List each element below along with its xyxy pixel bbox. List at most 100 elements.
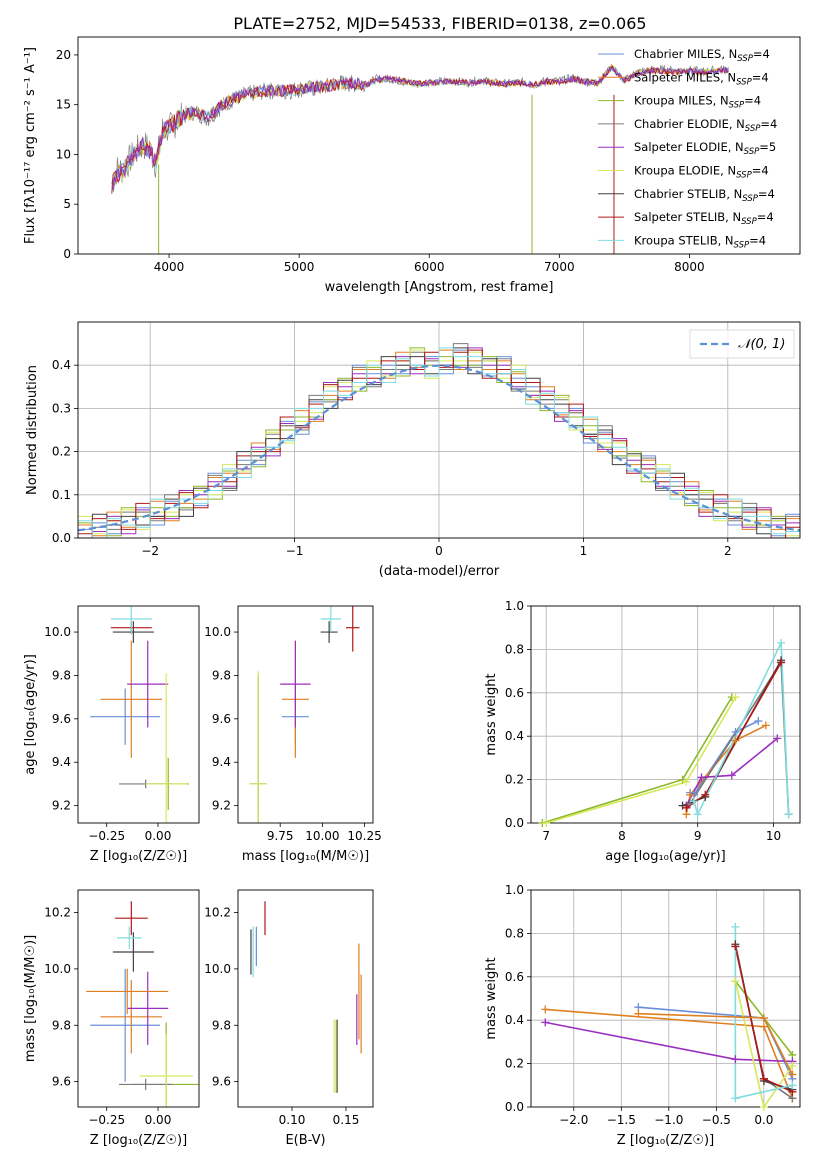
legend-tail: =4 xyxy=(753,47,770,61)
y-tick-label: 9.8 xyxy=(212,1018,231,1032)
weight-marker xyxy=(731,1055,740,1064)
axes-frame xyxy=(237,605,374,824)
weight-marker xyxy=(731,922,740,931)
weight-marker xyxy=(777,658,786,667)
x-tick-label: −0.25 xyxy=(88,829,125,843)
y-tick-label: 0.6 xyxy=(505,686,524,700)
weight-marker xyxy=(759,1103,768,1111)
y-axis-label: Normed distribution xyxy=(25,365,40,495)
weight-marker xyxy=(761,721,770,730)
legend-name: Salpeter STELIB, N xyxy=(634,210,741,224)
y-axis-label: Flux [fλ10⁻¹⁷ erg cm⁻² s⁻¹ A⁻¹] xyxy=(23,47,38,244)
y-tick-label: 10.2 xyxy=(204,906,231,920)
x-tick-label: 0.0 xyxy=(754,1113,773,1127)
plot-area xyxy=(249,606,360,823)
weight-line xyxy=(545,696,737,823)
x-axis-label: Z [log₁₀(Z/Z☉)] xyxy=(90,849,187,864)
legend-entry: Chabrier ELODIE, NSSP=4 xyxy=(634,117,777,134)
model-spectrum-line xyxy=(111,64,729,192)
weight-marker xyxy=(701,790,710,799)
legend-tail: =4 xyxy=(749,233,766,247)
y-tick-label: 10.0 xyxy=(204,625,231,639)
weight-marker xyxy=(788,1081,797,1090)
plot-area xyxy=(250,901,362,1093)
weight-marker xyxy=(731,727,740,736)
legend-name: Chabrier STELIB, N xyxy=(634,187,742,201)
y-tick-label: 9.4 xyxy=(52,755,71,769)
y-tick-label: 20 xyxy=(56,48,71,62)
y-tick-label: 0.0 xyxy=(52,531,71,545)
y-tick-label: 1.0 xyxy=(505,883,524,897)
x-tick-label: 10 xyxy=(766,829,781,843)
weight-marker xyxy=(773,734,782,743)
panel-age_vs_mass: 9.75 10.00 10.25 9.2 9.4 9.6 9.8 10.0 mass [log₁… xyxy=(204,605,382,864)
figure-title: PLATE=2752, MJD=54533, FIBERID=0138, z=0… xyxy=(233,14,646,33)
panel-weight_vs_Z: −2.0 −1.5 −1.0 −0.5 0.0 0.0 0.2 0.4 0.6 0.8 1.0 Z [… xyxy=(484,883,801,1148)
legend-name: Kroupa STELIB, N xyxy=(634,233,734,247)
legend-name: Salpeter MILES, N xyxy=(634,70,736,84)
y-tick-label: 0.1 xyxy=(52,488,71,502)
y-tick-label: 0.8 xyxy=(505,926,524,940)
histogram-step xyxy=(78,347,800,538)
legend-subscript: SSP xyxy=(744,147,760,157)
y-tick-label: 0 xyxy=(63,247,71,261)
axes-frame xyxy=(77,605,200,824)
weight-marker xyxy=(731,693,740,702)
weight-marker xyxy=(697,773,706,782)
legend-entry: Salpeter STELIB, NSSP=4 xyxy=(634,210,774,227)
x-tick-label: 2 xyxy=(724,544,732,558)
x-tick-label: 10.25 xyxy=(347,829,381,843)
y-tick-label: 9.8 xyxy=(52,1018,71,1032)
y-tick-label: 15 xyxy=(56,98,71,112)
x-tick-label: 8 xyxy=(618,829,626,843)
y-tick-label: 0.3 xyxy=(52,401,71,415)
legend-box xyxy=(689,329,795,359)
y-axis-label: mass weight xyxy=(484,673,499,755)
y-tick-label: 0.2 xyxy=(52,445,71,459)
y-tick-label: 9.6 xyxy=(52,712,71,726)
y-tick-label: 9.6 xyxy=(212,1075,231,1089)
x-axis-label: Z [log₁₀(Z/Z☉)] xyxy=(90,1133,187,1148)
y-tick-label: 0.4 xyxy=(52,358,71,372)
weight-line xyxy=(693,642,790,817)
y-tick-label: 9.2 xyxy=(52,799,71,813)
legend-subscript: SSP xyxy=(734,240,750,250)
y-tick-label: 10.0 xyxy=(44,962,71,976)
x-tick-label: −2.0 xyxy=(559,1113,588,1127)
legend-entry: Kroupa ELODIE, NSSP=4 xyxy=(634,164,769,181)
panel-weight_vs_age: 7 8 9 10 0.0 0.2 0.4 0.6 0.8 1.0 age [log₁₀(age/yr… xyxy=(484,599,801,864)
legend-name: Kroupa ELODIE, N xyxy=(634,164,736,178)
histogram-step xyxy=(78,349,800,538)
y-tick-label: 0.2 xyxy=(505,773,524,787)
legend-entry: Salpeter ELODIE, NSSP=5 xyxy=(634,140,776,157)
weight-marker xyxy=(784,810,793,819)
legend-tail: =4 xyxy=(757,210,774,224)
legend-entry: Salpeter MILES, NSSP=4 xyxy=(634,70,769,87)
legend-entry: Kroupa STELIB, NSSP=4 xyxy=(634,233,766,250)
x-tick-label: 5000 xyxy=(284,260,315,274)
x-tick-label: 7000 xyxy=(544,260,575,274)
x-tick-label: 0.10 xyxy=(279,1113,306,1127)
legend-name: Chabrier ELODIE, N xyxy=(634,117,745,131)
x-axis-label: age [log₁₀(age/yr)] xyxy=(605,849,726,864)
legend-tail: =4 xyxy=(744,94,761,108)
weight-marker xyxy=(634,1009,643,1018)
plot-area xyxy=(86,901,199,1107)
plot-area xyxy=(90,606,189,823)
normal-curve xyxy=(78,364,800,532)
weight-marker xyxy=(689,797,698,806)
plot-area xyxy=(531,890,800,1107)
weight-marker xyxy=(759,1022,768,1031)
x-axis-label: wavelength [Angstrom, rest frame] xyxy=(325,280,554,295)
x-tick-label: 0.00 xyxy=(145,1113,172,1127)
legend-entry: Chabrier MILES, NSSP=4 xyxy=(634,47,770,64)
x-tick-label: −2 xyxy=(141,544,159,558)
axes-frame xyxy=(237,889,374,1108)
legend-subscript: SSP xyxy=(741,217,757,227)
weight-marker xyxy=(686,790,695,799)
legend-name: Chabrier MILES, N xyxy=(634,47,737,61)
plot-area xyxy=(111,63,729,254)
y-tick-label: 0.4 xyxy=(505,729,524,743)
